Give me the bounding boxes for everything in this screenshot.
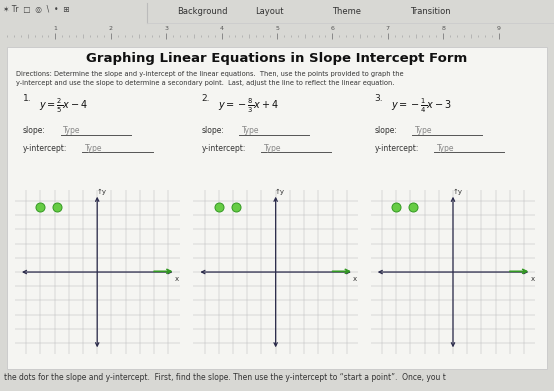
Text: ↑y: ↑y (96, 189, 106, 196)
Text: $y = -\frac{8}{3}x + 4$: $y = -\frac{8}{3}x + 4$ (218, 97, 278, 115)
Text: 2: 2 (109, 26, 113, 31)
Text: y-intercept:: y-intercept: (23, 144, 67, 153)
Text: Transition: Transition (410, 7, 450, 16)
Text: ↑y: ↑y (275, 189, 285, 196)
Text: slope:: slope: (23, 126, 46, 135)
Text: 3: 3 (164, 26, 168, 31)
Text: Type: Type (264, 144, 281, 153)
Text: slope:: slope: (201, 126, 224, 135)
FancyBboxPatch shape (7, 47, 547, 369)
Text: $y = -\frac{1}{4}x - 3$: $y = -\frac{1}{4}x - 3$ (391, 97, 451, 115)
Text: Graphing Linear Equations in Slope Intercept Form: Graphing Linear Equations in Slope Inter… (86, 52, 468, 65)
Text: slope:: slope: (375, 126, 397, 135)
Text: 2.: 2. (201, 94, 210, 103)
Text: x: x (175, 276, 179, 282)
Text: 9: 9 (496, 26, 501, 31)
Text: x: x (353, 276, 357, 282)
Text: the dots for the slope and y-intercept.  First, find the slope. Then use the y-i: the dots for the slope and y-intercept. … (4, 373, 447, 382)
Text: 7: 7 (386, 26, 390, 31)
Text: 3.: 3. (375, 94, 383, 103)
Text: 5: 5 (275, 26, 279, 31)
Text: ↑y: ↑y (452, 189, 462, 196)
Text: $y = \frac{2}{5}x - 4$: $y = \frac{2}{5}x - 4$ (39, 97, 88, 115)
Text: x: x (531, 276, 535, 282)
Text: Directions: Determine the slope and y-intercept of the linear equations.  Then, : Directions: Determine the slope and y-in… (17, 71, 404, 77)
Text: 1: 1 (54, 26, 57, 31)
Text: 6: 6 (331, 26, 334, 31)
Text: y-intercept:: y-intercept: (375, 144, 419, 153)
Text: 4: 4 (219, 26, 224, 31)
Text: Layout: Layout (255, 7, 283, 16)
Text: 8: 8 (442, 26, 445, 31)
Text: Type: Type (415, 126, 432, 135)
Text: 1.: 1. (23, 94, 32, 103)
Text: Type: Type (63, 126, 81, 135)
Text: y-intercept and use the slope to determine a secondary point.  Last, adjust the : y-intercept and use the slope to determi… (17, 80, 395, 86)
Text: ✶ Tr  □  ◎  \  •  ⊞: ✶ Tr □ ◎ \ • ⊞ (3, 5, 69, 14)
Text: Background: Background (177, 7, 228, 16)
Text: Type: Type (437, 144, 454, 153)
Text: y-intercept:: y-intercept: (201, 144, 245, 153)
Text: Theme: Theme (332, 7, 361, 16)
Text: Type: Type (85, 144, 102, 153)
Text: Type: Type (242, 126, 259, 135)
